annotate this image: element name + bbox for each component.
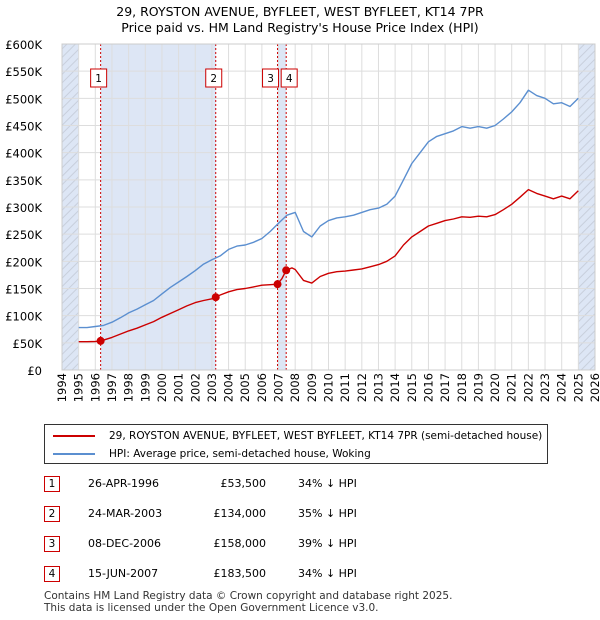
table-row: 1 26-APR-1996 £53,500 34% ↓ HPI bbox=[44, 476, 564, 494]
y-tick-label: £150K bbox=[5, 283, 42, 297]
x-tick-label: 2018 bbox=[455, 373, 469, 402]
sale-number: 2 bbox=[44, 506, 60, 522]
sale-price: £53,500 bbox=[220, 477, 267, 490]
x-tick-label: 2011 bbox=[338, 373, 352, 402]
x-tick-label: 2023 bbox=[538, 373, 552, 402]
sale-hpi: 34% ↓ HPI bbox=[298, 477, 357, 490]
hpi-series-line bbox=[78, 89, 579, 329]
table-row: 4 15-JUN-2007 £183,500 34% ↓ HPI bbox=[44, 566, 564, 584]
x-tick-label: 2019 bbox=[471, 373, 485, 402]
y-tick-label: £100K bbox=[5, 310, 42, 324]
y-tick-label: £400K bbox=[5, 147, 42, 161]
x-tick-label: 2026 bbox=[588, 373, 600, 402]
x-tick-label: 2004 bbox=[222, 373, 236, 402]
footer-licence: This data is licensed under the Open Gov… bbox=[44, 602, 379, 614]
sale-number-box bbox=[280, 68, 298, 88]
y-tick-label: £0 bbox=[27, 364, 42, 378]
x-tick-label: 2003 bbox=[205, 373, 219, 402]
sale-date: 15-JUN-2007 bbox=[88, 567, 159, 580]
x-tick-label: 1998 bbox=[122, 373, 136, 402]
x-tick-label: 2005 bbox=[238, 373, 252, 402]
sale-hpi: 39% ↓ HPI bbox=[298, 537, 357, 550]
sale-number: 4 bbox=[44, 566, 60, 582]
footer: Contains HM Land Registry data © Crown c… bbox=[44, 590, 452, 614]
sale-price: £158,000 bbox=[213, 537, 267, 550]
x-tick-label: 2014 bbox=[388, 373, 402, 402]
sale-number-label: 2 bbox=[210, 73, 217, 85]
x-tick-label: 2012 bbox=[355, 373, 369, 402]
legend: 29, ROYSTON AVENUE, BYFLEET, WEST BYFLEE… bbox=[44, 424, 548, 464]
x-tick-label: 2001 bbox=[172, 373, 186, 402]
y-tick-label: £200K bbox=[5, 255, 42, 269]
sale-date: 08-DEC-2006 bbox=[88, 537, 162, 550]
x-tick-label: 2013 bbox=[371, 373, 385, 402]
y-tick-label: £250K bbox=[5, 228, 42, 242]
x-tick-label: 2024 bbox=[555, 373, 569, 402]
x-tick-label: 2020 bbox=[488, 373, 502, 402]
x-tick-label: 2000 bbox=[155, 373, 169, 402]
y-tick-label: £550K bbox=[5, 65, 42, 79]
sale-number-box bbox=[90, 68, 108, 88]
sale-date: 24-MAR-2003 bbox=[88, 507, 163, 520]
chart-subtitle: Price paid vs. HM Land Registry's House … bbox=[121, 20, 479, 35]
legend-property: 29, ROYSTON AVENUE, BYFLEET, WEST BYFLEE… bbox=[53, 427, 542, 445]
x-tick-label: 1994 bbox=[55, 373, 69, 402]
table-row: 2 24-MAR-2003 £134,000 35% ↓ HPI bbox=[44, 506, 564, 524]
x-tick-label: 1996 bbox=[88, 373, 102, 402]
x-tick-label: 2016 bbox=[421, 373, 435, 402]
sale-hpi: 35% ↓ HPI bbox=[298, 507, 357, 520]
x-tick-label: 2015 bbox=[405, 373, 419, 402]
sale-number-label: 1 bbox=[95, 73, 102, 85]
x-tick-label: 1995 bbox=[72, 373, 86, 402]
x-tick-label: 1999 bbox=[138, 373, 152, 402]
y-tick-label: £300K bbox=[5, 201, 42, 215]
sale-price: £134,000 bbox=[213, 507, 267, 520]
table-row: 3 08-DEC-2006 £158,000 39% ↓ HPI bbox=[44, 536, 564, 554]
legend-hpi-swatch bbox=[53, 453, 95, 455]
sale-number-box bbox=[262, 68, 280, 88]
legend-property-swatch bbox=[53, 435, 95, 437]
y-tick-label: £500K bbox=[5, 92, 42, 106]
property-series-line bbox=[78, 188, 579, 343]
x-tick-label: 2002 bbox=[188, 373, 202, 402]
sale-number: 3 bbox=[44, 536, 60, 552]
x-tick-label: 2025 bbox=[571, 373, 585, 402]
legend-hpi: HPI: Average price, semi-detached house,… bbox=[53, 445, 371, 463]
sale-point bbox=[96, 336, 105, 345]
x-tick-label: 2022 bbox=[521, 373, 535, 402]
sale-price: £183,500 bbox=[213, 567, 267, 580]
chart-title: 29, ROYSTON AVENUE, BYFLEET, WEST BYFLEE… bbox=[116, 4, 484, 19]
y-tick-label: £450K bbox=[5, 120, 42, 134]
x-tick-label: 1997 bbox=[105, 373, 119, 402]
sale-hpi: 34% ↓ HPI bbox=[298, 567, 357, 580]
sale-point bbox=[282, 266, 291, 275]
legend-property-label: 29, ROYSTON AVENUE, BYFLEET, WEST BYFLEE… bbox=[109, 430, 543, 442]
sale-number-box bbox=[205, 68, 223, 88]
y-tick-label: £50K bbox=[13, 337, 43, 351]
sale-number-label: 3 bbox=[267, 73, 274, 85]
sale-date: 26-APR-1996 bbox=[88, 477, 160, 490]
y-tick-label: £350K bbox=[5, 174, 42, 188]
x-tick-label: 2008 bbox=[288, 373, 302, 402]
y-tick-label: £600K bbox=[5, 38, 42, 52]
x-tick-label: 2009 bbox=[305, 373, 319, 402]
x-tick-label: 2017 bbox=[438, 373, 452, 402]
sale-number-label: 4 bbox=[286, 73, 293, 85]
x-tick-label: 2021 bbox=[505, 373, 519, 402]
x-tick-label: 2006 bbox=[255, 373, 269, 402]
legend-hpi-label: HPI: Average price, semi-detached house,… bbox=[109, 448, 371, 460]
x-tick-label: 2007 bbox=[272, 373, 286, 402]
footer-copyright: Contains HM Land Registry data © Crown c… bbox=[44, 590, 453, 602]
sale-point bbox=[211, 293, 220, 302]
sale-point bbox=[273, 280, 282, 289]
x-tick-label: 2010 bbox=[322, 373, 336, 402]
sale-number: 1 bbox=[44, 476, 60, 492]
